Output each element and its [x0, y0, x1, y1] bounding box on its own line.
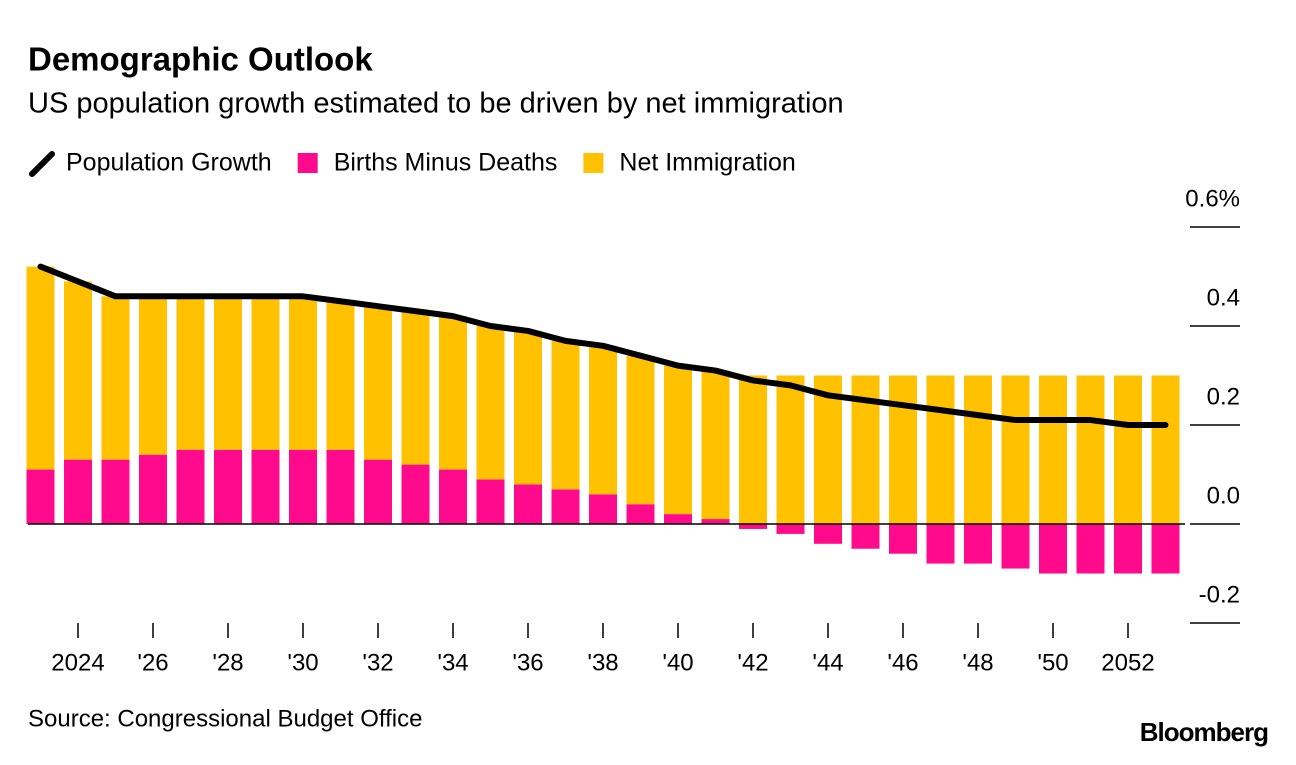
bar [289, 449, 317, 524]
x-tick-label: 2024 [51, 649, 104, 676]
bar [1114, 375, 1142, 524]
bar [64, 459, 92, 524]
bar [926, 524, 955, 564]
y-tick-label: -0.2 [1199, 581, 1240, 608]
y-tick-label: 0.2 [1207, 383, 1240, 410]
x-tick-label: '42 [737, 649, 768, 676]
bar [476, 326, 505, 480]
x-tick-label: '48 [962, 649, 993, 676]
x-tick-label: '32 [362, 649, 393, 676]
source: Source: Congressional Budget Office [28, 705, 422, 732]
bar [1076, 524, 1105, 574]
x-tick-label: '36 [512, 649, 543, 676]
bar [701, 370, 730, 520]
bar [739, 375, 767, 524]
bar [964, 524, 992, 564]
x-tick-label: '26 [137, 649, 168, 676]
bar [251, 449, 280, 524]
legend-swatch [29, 151, 55, 177]
x-tick-label: '38 [587, 649, 618, 676]
y-tick-label: 0.0 [1207, 482, 1240, 509]
bar [626, 355, 655, 505]
x-tick-label: '30 [287, 649, 318, 676]
x-tick-label: '34 [437, 649, 468, 676]
chart-title: Demographic Outlook [28, 41, 373, 78]
bar [364, 459, 392, 524]
line [37, 263, 1169, 428]
bar [889, 524, 917, 554]
y-tick-label: 0.6% [1185, 185, 1240, 212]
bar [589, 494, 617, 524]
bar [214, 449, 242, 524]
bar [1151, 375, 1180, 524]
bar [776, 375, 805, 524]
bar [664, 514, 692, 524]
bar [26, 266, 55, 470]
bar [889, 375, 917, 524]
bar [626, 504, 655, 524]
bar [101, 296, 130, 460]
plot: -0.2 0.0 0.2 0.4 0.6% 2024 '26 '28 '30 '32 '34 '36 '… [26, 185, 1240, 676]
legend-swatch [583, 153, 604, 173]
bar [589, 345, 617, 495]
x-tick-label: '46 [887, 649, 918, 676]
bar [814, 524, 842, 544]
bar [26, 469, 55, 524]
bar [439, 316, 467, 470]
bar [326, 449, 355, 524]
bar [401, 464, 430, 524]
bar [1039, 375, 1067, 524]
bar [776, 524, 805, 534]
legend-swatch [297, 153, 318, 173]
legend-label: Population Growth [66, 149, 272, 177]
bar [664, 365, 692, 515]
x-tick-label: '40 [662, 649, 693, 676]
brand: Bloomberg [1140, 717, 1268, 747]
bar [139, 296, 167, 455]
bar [551, 340, 580, 490]
bar [1114, 524, 1142, 574]
bar [814, 375, 842, 524]
legend-label: Births Minus Deaths [334, 149, 558, 177]
bar [401, 311, 430, 465]
x-tick-label: 2052 [1101, 649, 1154, 676]
x-tick-label: '50 [1037, 649, 1068, 676]
bar [1076, 375, 1105, 524]
bar [964, 375, 992, 524]
bar [1001, 524, 1030, 569]
bar [364, 306, 392, 460]
legend: Population Growth Births Minus Deaths Net … [29, 149, 796, 177]
bar [251, 296, 280, 450]
bar [139, 454, 167, 524]
bar [176, 449, 205, 524]
chart-subtitle: US population growth estimated to be dri… [28, 88, 844, 120]
bar [289, 296, 317, 450]
bar [739, 524, 767, 529]
bar [214, 296, 242, 450]
bar [514, 330, 542, 485]
x-tick-label: '44 [812, 649, 843, 676]
y-tick-label: 0.4 [1207, 284, 1240, 311]
bar [1001, 375, 1030, 524]
bar [701, 519, 730, 524]
bar [326, 301, 355, 450]
bar [514, 484, 542, 524]
bar [439, 469, 467, 524]
bar [1039, 524, 1067, 574]
legend-label: Net Immigration [619, 149, 795, 177]
bar [476, 479, 505, 524]
bar [851, 524, 880, 549]
bar [1151, 524, 1180, 574]
bar [926, 375, 955, 524]
bar [101, 459, 130, 524]
bar [64, 281, 92, 460]
bar [176, 296, 205, 450]
bar [551, 489, 580, 524]
x-tick-label: '28 [212, 649, 243, 676]
